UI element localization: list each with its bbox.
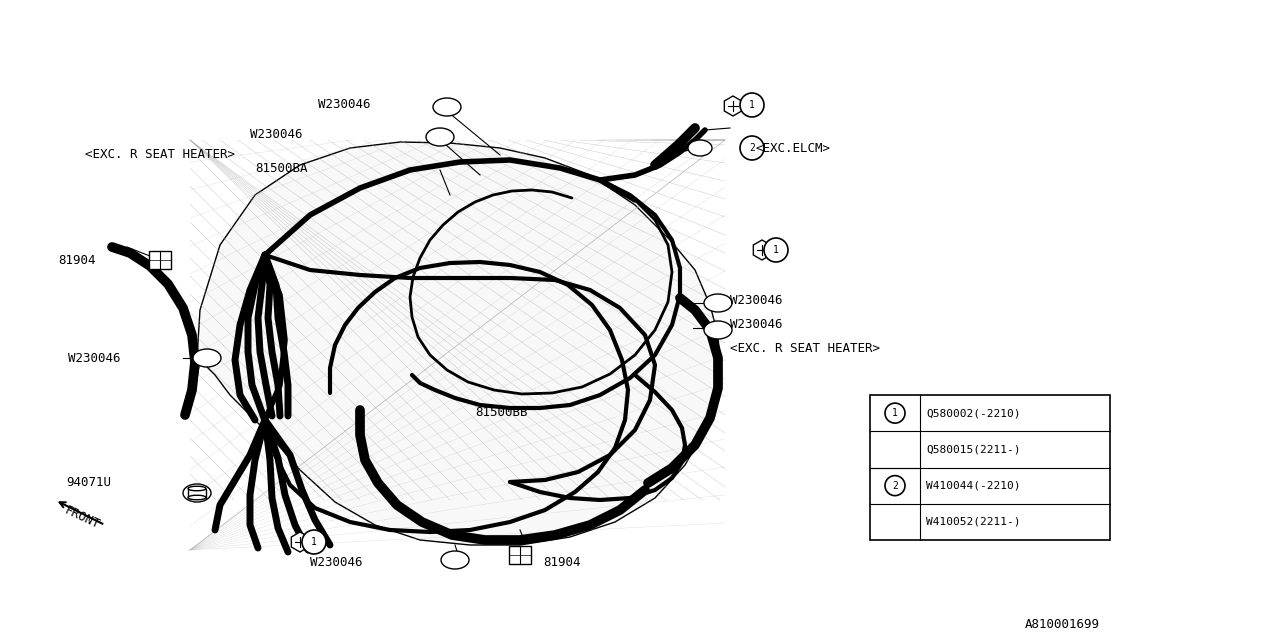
Bar (509, 546, 531, 564)
Ellipse shape (188, 486, 206, 491)
Circle shape (302, 530, 326, 554)
Ellipse shape (183, 484, 211, 502)
Text: <EXC.ELCM>: <EXC.ELCM> (755, 141, 829, 154)
Polygon shape (195, 142, 719, 545)
Bar (188, 488, 206, 497)
Polygon shape (724, 96, 741, 116)
Text: 1: 1 (773, 245, 780, 255)
Text: A810001699: A810001699 (1025, 618, 1100, 632)
Text: 81904: 81904 (58, 253, 96, 266)
Text: W230046: W230046 (317, 99, 370, 111)
Text: 2: 2 (749, 143, 755, 153)
Circle shape (740, 136, 764, 160)
Text: FRONT: FRONT (63, 504, 101, 532)
Text: 1: 1 (892, 408, 899, 418)
Ellipse shape (426, 128, 454, 146)
Text: W230046: W230046 (310, 556, 362, 568)
Ellipse shape (704, 321, 732, 339)
Text: 81500BB: 81500BB (475, 406, 527, 419)
Ellipse shape (689, 140, 712, 156)
Text: W230046: W230046 (68, 351, 120, 365)
Text: 81904: 81904 (543, 556, 581, 568)
Bar (870, 395, 1110, 540)
Ellipse shape (433, 98, 461, 116)
Circle shape (764, 238, 788, 262)
Ellipse shape (188, 495, 206, 500)
Text: W410052(2211-): W410052(2211-) (925, 517, 1020, 527)
Circle shape (884, 403, 905, 423)
Bar (148, 251, 172, 269)
Ellipse shape (193, 349, 221, 367)
Text: W230046: W230046 (251, 129, 303, 141)
Text: W230046: W230046 (730, 294, 782, 307)
Text: W230046: W230046 (730, 319, 782, 332)
Ellipse shape (704, 294, 732, 312)
Polygon shape (292, 532, 308, 552)
Text: 81500BA: 81500BA (256, 161, 308, 175)
Ellipse shape (442, 551, 468, 569)
Text: <EXC. R SEAT HEATER>: <EXC. R SEAT HEATER> (730, 342, 881, 355)
Text: W410044(-2210): W410044(-2210) (925, 481, 1020, 491)
Text: 1: 1 (311, 537, 317, 547)
Text: 1: 1 (749, 100, 755, 110)
Text: <EXC. R SEAT HEATER>: <EXC. R SEAT HEATER> (84, 148, 236, 161)
Text: Q580015(2211-): Q580015(2211-) (925, 444, 1020, 454)
Polygon shape (754, 240, 771, 260)
Text: 2: 2 (892, 481, 899, 491)
Text: Q580002(-2210): Q580002(-2210) (925, 408, 1020, 418)
Text: 94071U: 94071U (67, 477, 111, 490)
Circle shape (740, 93, 764, 117)
Circle shape (884, 476, 905, 495)
